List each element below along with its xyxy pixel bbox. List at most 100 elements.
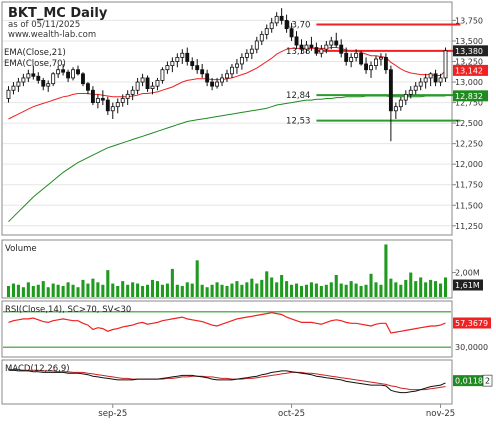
volume-bar (175, 284, 179, 297)
candle-body (36, 75, 41, 81)
rsi-badge (453, 317, 491, 329)
price-badge-label: 13,380 (455, 47, 483, 56)
volume-bar (354, 283, 358, 297)
volume-bar (91, 278, 95, 297)
volume-bar (429, 279, 433, 297)
candle-body (180, 52, 185, 58)
candle-body (11, 85, 16, 91)
volume-tick-label: 2,00M (455, 269, 480, 278)
volume-bar (145, 284, 150, 297)
candle-body (294, 36, 299, 46)
candle-body (239, 56, 244, 65)
macd-series: 0,0118 2 (8, 369, 493, 394)
volume-bar (344, 284, 348, 297)
volume-bar (255, 283, 259, 297)
level-label: 12,53 (286, 117, 310, 127)
volume-bar (185, 282, 189, 297)
volume-bar (31, 286, 35, 297)
volume-bar (16, 284, 20, 297)
volume-bar (329, 282, 333, 297)
candle-body (398, 99, 403, 108)
volume-bar (26, 282, 30, 297)
candle-body (418, 81, 423, 87)
price-pane-frame (1, 1, 453, 236)
price-tick-label: 11,250 (455, 222, 483, 231)
volume-bar (404, 279, 408, 297)
candle-body (413, 85, 418, 91)
volume-bar (409, 272, 413, 297)
volume-bar (21, 287, 25, 297)
volume-bar (270, 277, 274, 297)
candle-body (428, 73, 433, 79)
price-tick-label: 11,750 (455, 181, 483, 190)
candle-body (344, 52, 349, 62)
rsi-tick-label: 30,0000 (455, 343, 488, 352)
candle-body (100, 98, 105, 101)
candle-body (56, 69, 61, 75)
volume-bar (250, 278, 254, 297)
candle-body (304, 44, 309, 50)
volume-bar (106, 270, 110, 297)
volume-bar (190, 283, 194, 297)
volume-badge-label: 1,61M (455, 281, 480, 290)
candle-body (81, 73, 85, 85)
volume-bar (215, 282, 219, 297)
volume-bar (126, 284, 130, 297)
rsi-line (8, 312, 446, 334)
candle-body (61, 69, 66, 73)
volume-bar (235, 281, 239, 297)
candle-body (374, 58, 378, 67)
candle-body (254, 40, 259, 50)
volume-bar (56, 284, 60, 297)
volume-bar (245, 282, 249, 297)
price-badge (453, 90, 488, 102)
volume-bar (205, 287, 209, 297)
candle-body (354, 52, 359, 58)
candle-body (244, 52, 249, 58)
candle-body (403, 93, 408, 101)
rsi-badge-label: 57,3679 (455, 319, 488, 328)
candle-body (160, 69, 165, 81)
volume-bar (195, 260, 199, 297)
x-tick-label: oct-25 (278, 409, 305, 419)
candle-body (105, 99, 110, 112)
volume-bar (394, 282, 398, 297)
candle-body (120, 98, 125, 103)
volume-bar (220, 284, 224, 297)
macd-signal-line (8, 369, 446, 391)
volume-bar (121, 281, 125, 297)
candle-body (150, 85, 155, 90)
candle-body (379, 56, 383, 60)
volume-bar (86, 283, 90, 297)
rsi-pane-frame (1, 300, 453, 358)
candle-body (140, 77, 145, 83)
candle-body (71, 69, 75, 79)
candle-body (319, 48, 324, 54)
candle-body (110, 106, 115, 112)
candle-body (249, 48, 254, 54)
volume-bar (294, 283, 299, 297)
candle-body (284, 20, 289, 30)
volume-bar (230, 283, 234, 297)
rsi-pane-label: RSI(Close,14), SC>70, SV<30 (5, 305, 131, 315)
volume-bar (155, 281, 160, 297)
candle-body (16, 81, 21, 87)
price-badge-label: 12,832 (455, 92, 483, 101)
candle-body (234, 63, 239, 68)
volume-bar (434, 281, 438, 297)
candle-body (86, 83, 90, 91)
candle-body (51, 73, 56, 85)
macd-badge (453, 375, 483, 387)
candle-body (423, 77, 428, 83)
candle-body (259, 33, 264, 42)
volume-bar (240, 284, 244, 297)
volume-bar (101, 284, 105, 297)
volume-bar (180, 286, 184, 297)
candle-body (170, 61, 175, 67)
volume-bar (260, 279, 264, 297)
volume-bar (399, 284, 403, 297)
candle-body (369, 65, 373, 71)
candle-body (165, 65, 170, 71)
volume-bar (150, 279, 155, 297)
